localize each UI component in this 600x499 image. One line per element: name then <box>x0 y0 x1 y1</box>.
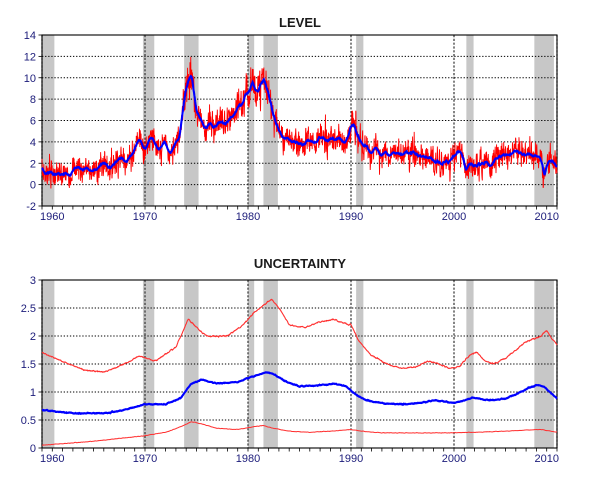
svg-text:2.5: 2.5 <box>21 303 36 315</box>
svg-text:LEVEL: LEVEL <box>279 15 321 30</box>
svg-text:10: 10 <box>24 73 36 85</box>
svg-text:3: 3 <box>30 275 36 287</box>
svg-text:12: 12 <box>24 51 36 63</box>
svg-text:2010: 2010 <box>535 211 559 223</box>
svg-text:1970: 1970 <box>133 211 157 223</box>
svg-text:2: 2 <box>30 331 36 343</box>
svg-text:1990: 1990 <box>339 453 363 465</box>
svg-text:1960: 1960 <box>40 211 64 223</box>
svg-text:UNCERTAINTY: UNCERTAINTY <box>254 256 347 271</box>
svg-text:1980: 1980 <box>236 211 260 223</box>
svg-text:2000: 2000 <box>442 453 466 465</box>
svg-text:1980: 1980 <box>236 453 260 465</box>
svg-text:-2: -2 <box>26 201 36 213</box>
svg-text:1.5: 1.5 <box>21 359 36 371</box>
svg-text:8: 8 <box>30 94 36 106</box>
svg-text:1990: 1990 <box>339 211 363 223</box>
svg-text:1970: 1970 <box>133 453 157 465</box>
svg-text:14: 14 <box>24 30 36 42</box>
svg-text:0: 0 <box>30 180 36 192</box>
svg-text:1: 1 <box>30 387 36 399</box>
svg-text:2010: 2010 <box>535 453 559 465</box>
svg-text:4: 4 <box>30 137 36 149</box>
svg-text:6: 6 <box>30 116 36 128</box>
svg-text:0: 0 <box>30 443 36 455</box>
svg-text:1960: 1960 <box>40 453 64 465</box>
svg-text:2: 2 <box>30 158 36 170</box>
svg-text:2000: 2000 <box>442 211 466 223</box>
svg-text:0.5: 0.5 <box>21 415 36 427</box>
